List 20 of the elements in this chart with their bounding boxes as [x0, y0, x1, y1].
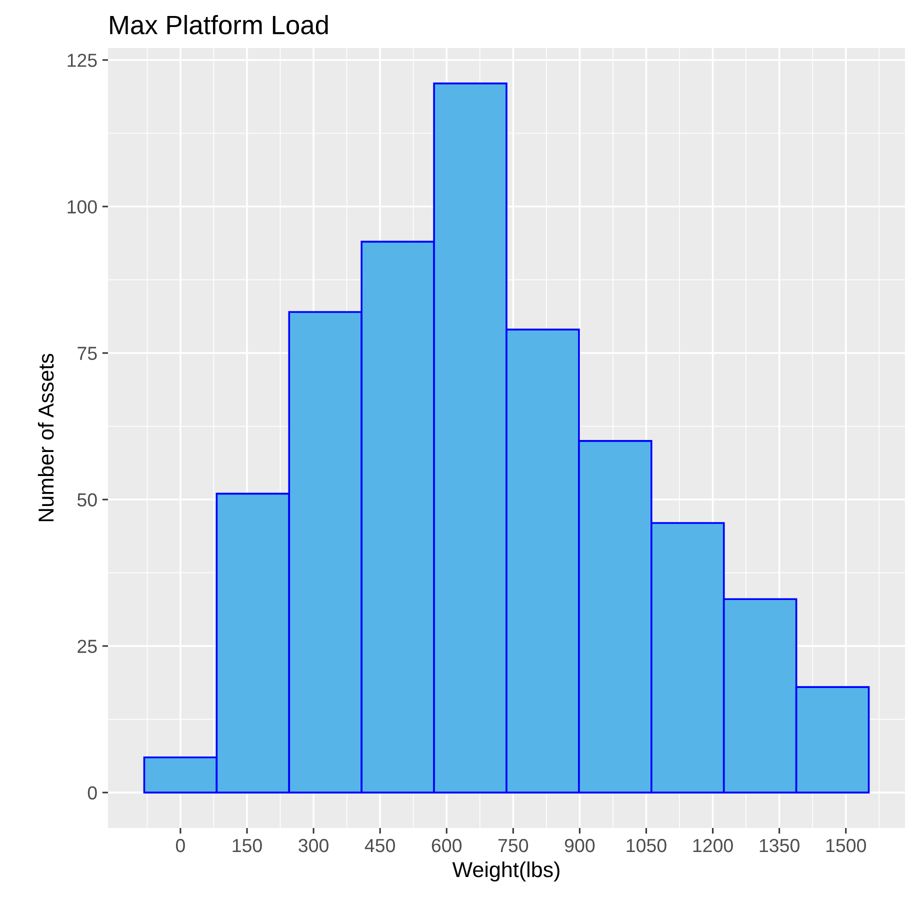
x-tick-label: 0 — [176, 838, 185, 852]
x-tick-label: 300 — [298, 838, 328, 852]
chart-title: Max Platform Load — [110, 14, 328, 34]
y-tick-label: 0 — [88, 786, 97, 800]
x-tick-label: 1350 — [760, 838, 800, 852]
x-tick-label: 1050 — [626, 838, 666, 852]
x-axis-title: Weight(lbs) — [452, 861, 560, 882]
y-tick-label: 50 — [77, 493, 97, 507]
y-tick-label: 125 — [68, 54, 97, 67]
x-tick-label: 450 — [364, 838, 395, 852]
x-tick-label: 150 — [232, 838, 262, 852]
x-tick-label: 1500 — [826, 838, 866, 852]
x-tick-label: 750 — [498, 838, 528, 852]
y-tick-label: 75 — [78, 346, 97, 360]
x-tick-label: 600 — [432, 838, 462, 852]
y-tick-label: 25 — [78, 640, 97, 654]
y-axis-title: Number of Assets — [38, 354, 54, 522]
y-tick-label: 100 — [68, 200, 97, 214]
x-tick-label: 1200 — [693, 838, 733, 852]
x-tick-label: 900 — [564, 838, 595, 852]
